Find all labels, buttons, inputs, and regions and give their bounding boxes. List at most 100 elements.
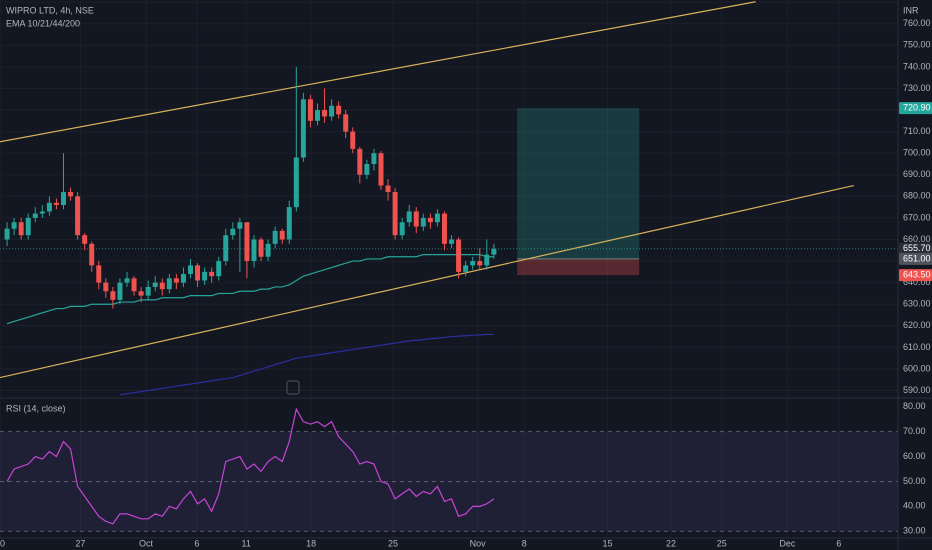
x-tick-label: 18 <box>306 538 316 548</box>
candle-body <box>258 239 264 257</box>
y-tick-label: 80.00 <box>903 401 926 411</box>
candle-body <box>187 265 193 275</box>
candle-body <box>456 239 462 272</box>
candle-body <box>329 105 335 117</box>
candle-body <box>314 110 320 121</box>
x-tick-label: 15 <box>602 538 612 548</box>
y-tick-label: 690.00 <box>903 169 931 179</box>
candle-body <box>195 265 201 281</box>
stop-zone <box>517 258 640 276</box>
trendline <box>0 184 854 379</box>
candle-body <box>286 207 292 240</box>
y-tick-label: 660.00 <box>903 234 931 244</box>
candle-body <box>427 217 433 223</box>
candle-body <box>75 196 81 236</box>
candle-body <box>441 213 447 244</box>
candle-body <box>25 217 31 236</box>
candle-body <box>68 192 74 197</box>
candle-body <box>322 110 328 117</box>
candle-body <box>279 230 285 240</box>
x-tick-label: 25 <box>388 538 398 548</box>
candle-body <box>145 286 151 296</box>
candle-body <box>180 274 186 283</box>
candle-body <box>230 228 236 236</box>
x-tick-label: 6 <box>836 538 841 548</box>
candle-body <box>477 261 483 266</box>
y-tick-label: 70.00 <box>903 426 926 436</box>
candle-body <box>406 211 412 223</box>
currency: INR <box>903 5 919 15</box>
candle-body <box>434 213 440 223</box>
candle-body <box>350 131 356 149</box>
y-tick-label: 730.00 <box>903 83 931 93</box>
candle-body <box>265 243 271 257</box>
candle-body <box>32 213 38 218</box>
candle-body <box>60 192 66 205</box>
y-tick-label: 750.00 <box>903 40 931 50</box>
price-tag <box>899 102 932 115</box>
candle-body <box>484 254 490 266</box>
x-tick-label: Oct <box>139 538 154 548</box>
candle-body <box>4 228 10 240</box>
price-tag <box>899 269 932 282</box>
candle-body <box>110 291 116 300</box>
y-tick-label: 600.00 <box>903 363 931 373</box>
candle-body <box>152 282 158 287</box>
price-tag-label: 720.90 <box>903 102 931 112</box>
ema-line <box>119 333 494 396</box>
candle-body <box>470 261 476 266</box>
candle-body <box>209 271 215 277</box>
price-tag-label: 655.70 <box>903 243 931 253</box>
y-tick-label: 710.00 <box>903 126 931 136</box>
rsi-label: RSI (14, close) <box>6 403 66 413</box>
candle-body <box>300 99 306 158</box>
y-tick-label: 740.00 <box>903 61 931 71</box>
candle-body <box>124 278 130 283</box>
candle-body <box>216 261 222 277</box>
indicator-label: EMA 10/21/44/200 <box>6 18 80 28</box>
y-tick-label: 680.00 <box>903 191 931 201</box>
y-tick-label: 40.00 <box>903 501 926 511</box>
symbol-title: WIPRO LTD, 4h, NSE <box>6 5 94 15</box>
candle-body <box>103 282 109 292</box>
ema-line <box>6 253 494 325</box>
x-tick-label: 6 <box>194 538 199 548</box>
candle-body <box>166 278 172 290</box>
candle-body <box>392 192 398 236</box>
x-tick-label: Dec <box>779 538 796 548</box>
candle-body <box>371 153 377 164</box>
candle-body <box>159 282 165 290</box>
candle-body <box>82 235 88 244</box>
candle-body <box>202 271 208 281</box>
candle-body <box>399 222 405 236</box>
candle-body <box>449 239 455 244</box>
candle-body <box>18 222 24 236</box>
y-tick-label: 60.00 <box>903 451 926 461</box>
y-tick-label: 760.00 <box>903 18 931 28</box>
candle-body <box>357 148 363 175</box>
candle-body <box>173 278 179 283</box>
candle-body <box>413 211 419 227</box>
rsi-line <box>6 407 495 525</box>
candle-body <box>420 217 426 227</box>
event-icon[interactable] <box>286 380 300 395</box>
candle-body <box>463 265 469 272</box>
price-tag-label: 651.00 <box>903 253 931 263</box>
candle-body <box>39 211 45 214</box>
candle-body <box>138 291 144 296</box>
y-tick-label: 670.00 <box>903 212 931 222</box>
candle-body <box>272 230 278 244</box>
trendline <box>0 1 756 143</box>
x-tick-label: 22 <box>666 538 676 548</box>
candle-body <box>251 239 257 262</box>
y-tick-label: 50.00 <box>903 476 926 486</box>
x-tick-label: 25 <box>717 538 727 548</box>
candle-body <box>11 222 17 229</box>
x-tick-label: Nov <box>470 538 487 548</box>
candle-body <box>237 222 243 229</box>
x-tick-label: 11 <box>242 538 251 548</box>
y-tick-label: 640.00 <box>903 277 931 287</box>
candle-body <box>343 114 349 132</box>
price-tag-label: 643.50 <box>903 269 931 279</box>
